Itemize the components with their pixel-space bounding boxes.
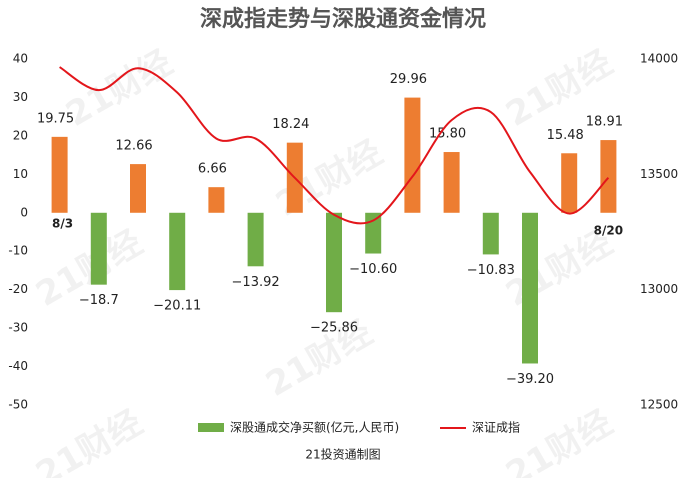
legend-label: 深股通成交净买额(亿元,人民币) — [230, 420, 399, 435]
data-label: 15.48 — [547, 128, 584, 143]
line — [59, 66, 610, 225]
y-tick-label: -30 — [8, 321, 28, 335]
bar — [130, 164, 146, 213]
bar — [404, 97, 421, 213]
data-label: 29.96 — [390, 72, 427, 87]
x-tick-label: 8/3 — [52, 216, 73, 230]
chart-title: 深成指走势与深股通资金情况 — [200, 6, 486, 32]
watermark: 21财经 — [29, 403, 149, 478]
bar — [600, 140, 617, 213]
y-tick-label: -20 — [8, 282, 28, 296]
y-tick-label: -10 — [8, 244, 28, 258]
data-label: 15.80 — [429, 127, 466, 142]
y2-tick-label: 13500 — [640, 167, 678, 181]
y-tick-label: 40 — [13, 52, 28, 66]
bar — [51, 136, 68, 213]
data-label: 19.75 — [37, 111, 74, 126]
bar — [169, 212, 186, 291]
watermark: 21财经 — [59, 43, 179, 135]
data-label: 18.24 — [272, 117, 309, 132]
note: 21投资通制图 — [305, 447, 380, 462]
bar — [90, 212, 107, 285]
y2-tick-label: 14000 — [640, 52, 678, 66]
data-label: 12.66 — [115, 139, 152, 154]
data-label: −10.60 — [349, 262, 397, 277]
bar — [482, 212, 499, 255]
data-label: −25.86 — [310, 321, 358, 336]
legend-swatch — [198, 423, 224, 432]
data-label: −18.7 — [79, 293, 119, 308]
y-tick-label: 0 — [20, 205, 28, 219]
data-label: −13.92 — [232, 275, 280, 290]
bar — [522, 212, 538, 364]
bar — [208, 187, 225, 213]
legend-label: 深证成指 — [472, 420, 520, 435]
y2-tick-label: 13000 — [640, 282, 678, 296]
data-label: 6.66 — [198, 162, 227, 177]
y-tick-label: 10 — [13, 167, 28, 181]
bar — [443, 152, 460, 213]
bar — [247, 212, 264, 267]
bar — [365, 212, 382, 254]
data-label: −10.83 — [467, 263, 515, 278]
y-tick-label: -50 — [8, 398, 28, 412]
bar — [561, 153, 578, 213]
data-label: −20.11 — [153, 299, 201, 314]
y2-tick-label: 12500 — [640, 398, 678, 412]
y-tick-label: 20 — [13, 128, 28, 142]
data-label: −39.20 — [506, 372, 554, 387]
y-tick-label: -40 — [8, 359, 28, 373]
x-tick-label: 8/20 — [594, 223, 623, 237]
data-label: 18.91 — [586, 115, 623, 130]
bar — [326, 212, 342, 313]
watermark: 21财经 — [499, 403, 619, 478]
y-tick-label: 30 — [13, 90, 28, 104]
